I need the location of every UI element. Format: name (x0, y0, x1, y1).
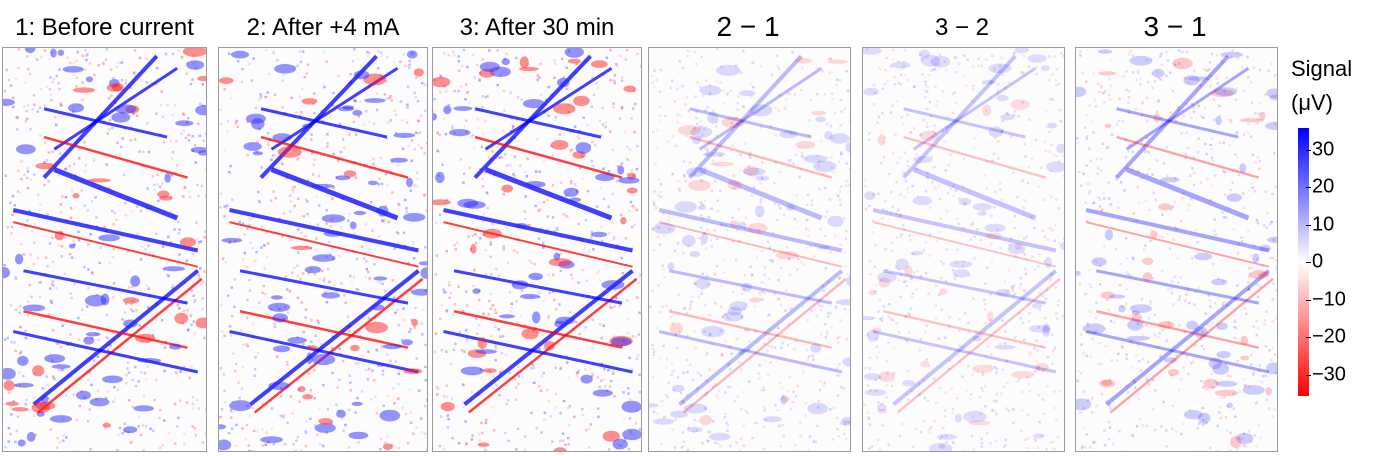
colorbar-tick-minus10: −10 (1312, 288, 1346, 311)
signal-map-diff-3-1-image (1076, 49, 1277, 451)
colorbar-tick-minus20: −20 (1312, 325, 1346, 348)
signal-map-2 (218, 47, 428, 452)
panel-title-6: 3 − 1 (1143, 11, 1207, 42)
colorbar-title-line1: Signal (1291, 56, 1353, 81)
signal-map-diff-3-2 (862, 47, 1065, 452)
colorbar (1298, 128, 1309, 396)
signal-map-3-image (433, 48, 641, 451)
colorbar-tickmark (1306, 375, 1311, 376)
colorbar-tickmark (1306, 187, 1311, 188)
colorbar-tickmark (1306, 262, 1311, 263)
colorbar-tick-0: 0 (1312, 250, 1324, 273)
colorbar-tickmark (1306, 225, 1311, 226)
signal-map-diff-3-1 (1075, 47, 1278, 452)
panel-title-5: 3 − 2 (934, 14, 990, 41)
panel-title-4: 2 − 1 (716, 11, 780, 42)
colorbar-tick-10: 10 (1312, 213, 1335, 236)
panel-title-1: 1: Before current (15, 14, 194, 41)
signal-map-3 (432, 47, 642, 452)
panel-title-2: 2: After +4 mA (246, 14, 400, 41)
colorbar-tick-20: 20 (1312, 175, 1335, 198)
colorbar-tickmark (1306, 300, 1311, 301)
signal-map-1 (2, 47, 207, 452)
signal-map-diff-2-1-image (649, 48, 850, 451)
signal-map-1-image (3, 48, 206, 451)
colorbar-tickmark (1306, 337, 1311, 338)
panel-title-3: 3: After 30 min (459, 14, 615, 41)
signal-map-2-image (219, 48, 427, 451)
colorbar-tick-30: 30 (1312, 138, 1335, 161)
colorbar-tick-minus30: −30 (1312, 363, 1346, 386)
colorbar-title-line2: (μV) (1291, 90, 1334, 115)
colorbar-tickmark (1306, 150, 1311, 151)
signal-map-diff-3-2-image (863, 48, 1064, 451)
signal-map-diff-2-1 (648, 47, 851, 452)
